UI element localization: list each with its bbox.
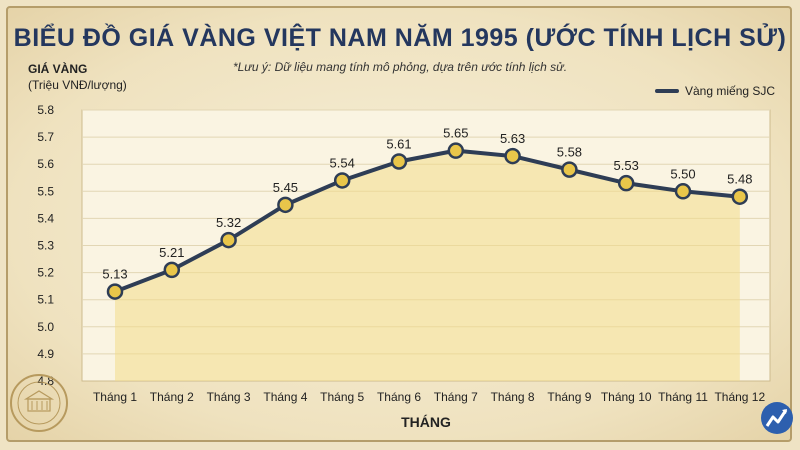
- x-tick-label: Tháng 6: [377, 390, 421, 404]
- x-tick-label: Tháng 7: [434, 390, 478, 404]
- x-tick-label: Tháng 8: [491, 390, 535, 404]
- x-tick-label: Tháng 9: [547, 390, 591, 404]
- data-label: 5.53: [614, 158, 639, 173]
- x-tick-label: Tháng 1: [93, 390, 137, 404]
- data-label: 5.45: [273, 180, 298, 195]
- data-label: 5.21: [159, 245, 184, 260]
- data-label: 5.54: [330, 155, 355, 170]
- y-axis-unit: (Triệu VNĐ/lượng): [28, 78, 127, 92]
- y-tick-label: 5.4: [37, 211, 54, 225]
- series-line: [113, 148, 742, 294]
- chart-title: BIỂU ĐỒ GIÁ VÀNG VIỆT NAM NĂM 1995 (ƯỚC …: [13, 24, 787, 52]
- data-label: 5.61: [386, 136, 411, 151]
- chart-note: *Lưu ý: Dữ liệu mang tính mô phỏng, dựa …: [232, 60, 568, 74]
- y-tick-label: 5.0: [37, 320, 54, 334]
- x-tick-label: Tháng 12: [714, 390, 765, 404]
- legend: Vàng miếng SJC: [655, 84, 775, 98]
- y-tick-label: 5.5: [37, 184, 54, 198]
- x-tick-label: Tháng 5: [320, 390, 364, 404]
- y-tick-label: 5.2: [37, 266, 54, 280]
- data-point: [163, 261, 181, 279]
- y-tick-label: 5.8: [37, 103, 54, 117]
- data-label: 5.48: [727, 172, 752, 187]
- y-axis-title: GIÁ VÀNG: [28, 62, 88, 76]
- legend-line-swatch: [655, 89, 679, 93]
- data-point: [390, 153, 408, 170]
- y-tick-label: 5.1: [37, 293, 54, 307]
- x-tick-label: Tháng 10: [601, 390, 652, 404]
- data-label: 5.32: [216, 215, 241, 230]
- data-point: [447, 142, 465, 159]
- data-label: 5.13: [102, 267, 127, 282]
- x-tick-label: Tháng 2: [150, 390, 194, 404]
- x-tick-label: Tháng 3: [207, 390, 251, 404]
- data-point: [277, 196, 294, 214]
- data-point: [106, 283, 124, 300]
- x-tick-label: Tháng 4: [263, 390, 307, 404]
- y-tick-label: 4.9: [37, 347, 54, 361]
- data-label: 5.65: [443, 126, 468, 141]
- y-tick-label: 5.6: [37, 157, 54, 171]
- data-label: 5.63: [500, 131, 525, 146]
- data-point: [561, 161, 578, 178]
- data-point: [220, 231, 237, 249]
- data-point: [504, 147, 521, 165]
- x-tick-label: Tháng 11: [658, 390, 708, 404]
- data-point: [333, 172, 351, 189]
- legend-label: Vàng miếng SJC: [685, 84, 776, 98]
- series-area: [115, 150, 740, 381]
- data-label: 5.50: [670, 166, 695, 181]
- y-tick-label: 5.3: [37, 239, 54, 253]
- chart-logo-icon: [761, 402, 793, 434]
- data-point: [731, 188, 749, 205]
- seal-emblem: [10, 374, 68, 432]
- y-tick-label: 5.7: [37, 130, 54, 144]
- data-point: [617, 174, 635, 192]
- data-point: [674, 183, 692, 200]
- x-axis-title: THÁNG: [401, 414, 451, 430]
- data-label: 5.58: [557, 145, 582, 160]
